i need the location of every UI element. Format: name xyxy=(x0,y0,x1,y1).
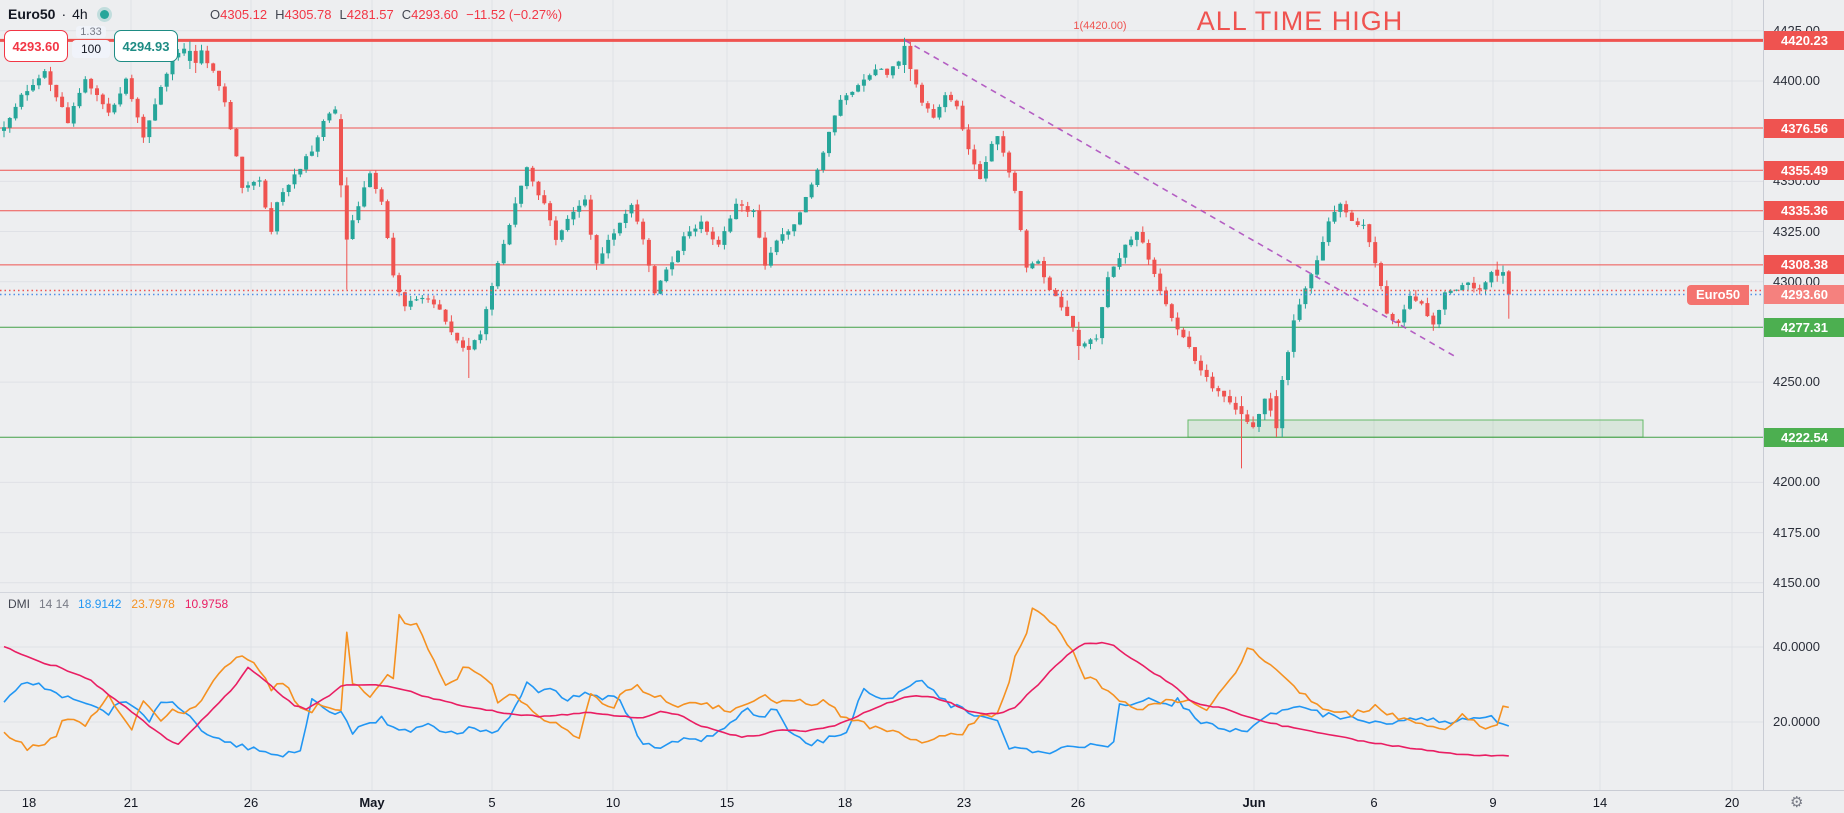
separator-dot: · xyxy=(61,6,67,22)
close-label: C xyxy=(401,7,412,22)
symbol-price-tag: Euro50 xyxy=(1687,284,1750,305)
low-value: 4281.57 xyxy=(346,7,394,22)
time-axis-label: 21 xyxy=(123,795,139,810)
time-axis-label: 9 xyxy=(1489,795,1497,810)
time-axis-label: 26 xyxy=(1070,795,1086,810)
price-axis-tick: 4250.00 xyxy=(1773,374,1820,390)
time-axis-label: 14 xyxy=(1592,795,1608,810)
price-level-tag: 4355.49 xyxy=(1764,160,1844,180)
price-axis-tick: 4150.00 xyxy=(1773,574,1820,590)
gear-icon[interactable]: ⚙ xyxy=(1790,794,1804,811)
time-axis-label: 18 xyxy=(21,795,37,810)
pane-separator[interactable] xyxy=(0,592,1763,593)
dmi-indicator-legend[interactable]: DMI 14 14 18.9142 23.7978 10.9758 xyxy=(8,597,238,611)
time-axis-label: 20 xyxy=(1724,795,1740,810)
time-axis-label: May xyxy=(359,795,385,810)
dmi-value: 18.9142 xyxy=(78,597,122,611)
time-axis-label: 5 xyxy=(488,795,496,810)
sell-button[interactable]: 4293.60 xyxy=(4,30,68,62)
price-axis-tick: 4200.00 xyxy=(1773,474,1820,490)
price-axis-tick: 4400.00 xyxy=(1773,73,1820,88)
low-label: L xyxy=(339,7,347,22)
time-axis-label: 15 xyxy=(719,795,735,810)
dmi-title: DMI xyxy=(8,597,30,611)
timeframe[interactable]: 4h xyxy=(72,6,88,22)
open-value: 4305.12 xyxy=(220,7,268,22)
dmi-axis-tick: 40.0000 xyxy=(1773,639,1820,654)
price-level-tag: 4420.23 xyxy=(1764,30,1844,50)
price-level-tag: 4335.36 xyxy=(1764,201,1844,221)
time-axis-label: Jun xyxy=(1242,795,1266,810)
all-time-high-annotation[interactable]: ALL TIME HIGH xyxy=(1196,6,1404,36)
time-axis-label: 26 xyxy=(243,795,259,810)
price-axis-tick: 4300.00 xyxy=(1773,273,1820,289)
dmi-values: 18.9142 23.7978 10.9758 xyxy=(78,597,238,611)
open-label: O xyxy=(210,7,221,22)
price-axis-tick: 4325.00 xyxy=(1773,223,1820,239)
fib-level-annotation[interactable]: 1(4420.00) xyxy=(1073,20,1127,32)
price-axis-tick: 4175.00 xyxy=(1773,524,1820,540)
high-value: 4305.78 xyxy=(284,7,332,22)
change-value: −11.52 (−0.27%) xyxy=(466,7,563,22)
spread-value: 1.33 xyxy=(76,26,106,38)
price-level-tag: 4376.56 xyxy=(1764,118,1844,138)
chart-legend[interactable]: Euro50 · 4h xyxy=(8,6,109,22)
price-level-tag: 4277.31 xyxy=(1764,317,1844,337)
dmi-params: 14 14 xyxy=(39,597,70,611)
price-level-tag: 4308.38 xyxy=(1764,255,1844,275)
current-price-tag: 4293.60 xyxy=(1764,285,1844,305)
trade-widget-middle: 1.33 100 xyxy=(68,26,114,58)
time-axis-label: 18 xyxy=(837,795,853,810)
high-label: H xyxy=(275,7,285,22)
time-axis-label: 6 xyxy=(1370,795,1378,810)
close-value: 4293.60 xyxy=(411,7,459,22)
dmi-axis-tick: 20.0000 xyxy=(1773,714,1820,729)
dmi-value: 10.9758 xyxy=(184,597,229,611)
time-axis[interactable]: 18 21 26 May 5 10 15 18 23 26 Jun 6 9 14 20 ⚙ xyxy=(0,790,1844,813)
dmi-value: 23.7978 xyxy=(131,597,175,611)
price-level-tag: 4222.54 xyxy=(1764,427,1844,447)
time-axis-label: 23 xyxy=(956,795,972,810)
price-axis[interactable]: 4425.004400.004350.004325.004300.004250.… xyxy=(1763,0,1844,790)
buy-button[interactable]: 4294.93 xyxy=(114,30,178,62)
symbol-name[interactable]: Euro50 xyxy=(8,6,56,22)
trade-widget: 4293.60 1.33 100 4294.93 xyxy=(4,26,178,62)
quantity-field[interactable]: 100 xyxy=(71,40,111,58)
market-status-icon xyxy=(99,9,109,19)
time-axis-label: 10 xyxy=(605,795,621,810)
ohlc-readout: O4305.12 H4305.78 L4281.57 C4293.60 −11.… xyxy=(210,7,562,22)
